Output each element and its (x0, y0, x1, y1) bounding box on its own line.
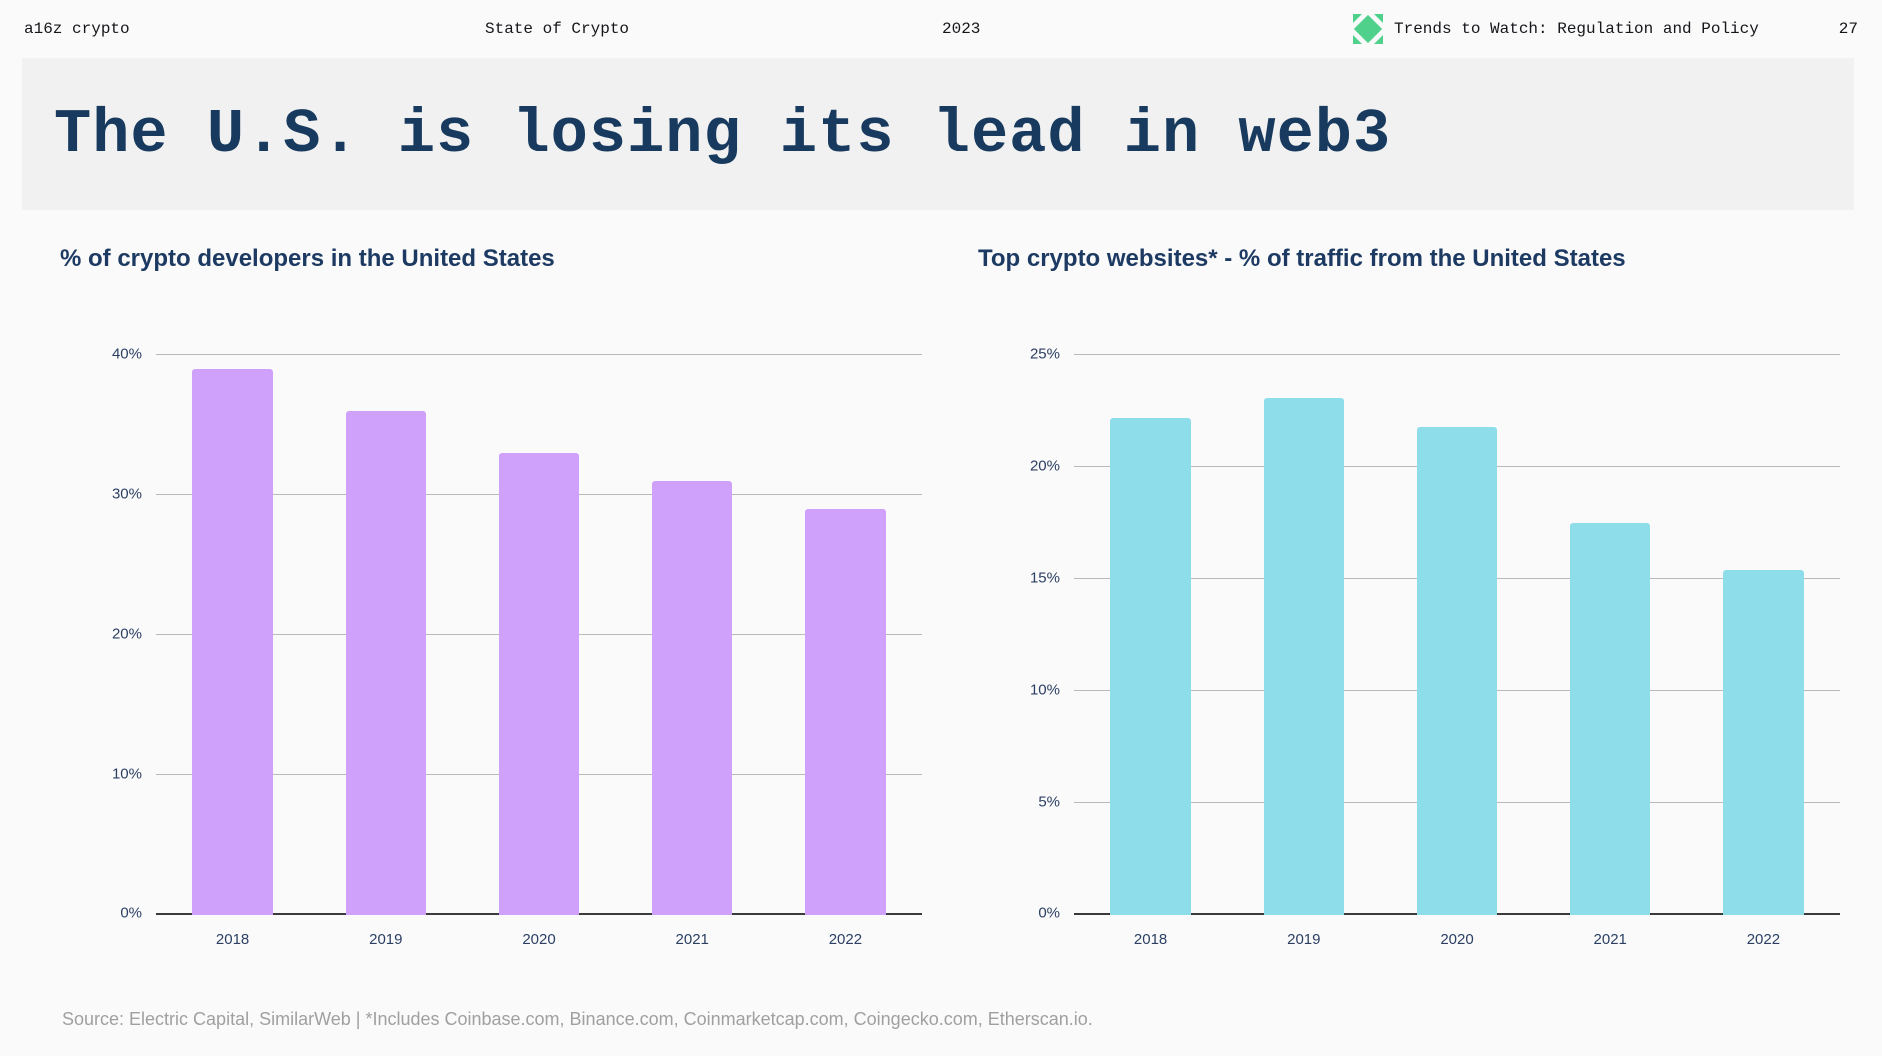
bar[interactable] (192, 369, 273, 915)
x-axis-tick-label: 2018 (215, 931, 250, 948)
bar-chart-website-traffic: 0% 5% 10% 15% 20% 25% 2018 2019 2020 2021 2022 (978, 346, 1840, 960)
slide-title: The U.S. is losing its lead in web3 (54, 98, 1392, 170)
bar[interactable] (1416, 426, 1498, 915)
y-axis-tick-label: 0% (120, 904, 142, 922)
header-year: 2023 (942, 20, 981, 38)
y-axis-tick-label: 15% (1029, 569, 1060, 587)
header-brand: a16z crypto (24, 20, 130, 38)
y-axis-tick-label: 5% (1038, 793, 1060, 811)
chart-title-left: % of crypto developers in the United Sta… (60, 245, 555, 272)
y-axis-tick-label: 40% (111, 345, 142, 363)
title-banner: The U.S. is losing its lead in web3 (22, 58, 1854, 210)
bar[interactable] (652, 481, 733, 915)
bar-slot (309, 355, 462, 915)
bar-slot (1380, 355, 1533, 915)
x-axis-tick-label: 2022 (1746, 931, 1781, 948)
header-section-label: Trends to Watch: Regulation and Policy (1394, 20, 1759, 38)
x-axis-tick-label: 2020 (1440, 931, 1474, 948)
bar-slot (1534, 355, 1687, 915)
x-axis-labels-left: 2018 2019 2020 2021 2022 (156, 915, 922, 960)
bar[interactable] (345, 411, 427, 915)
gridline: 40% (112, 346, 922, 363)
chart-panel-right: Top crypto websites* - % of traffic from… (940, 210, 1858, 990)
source-footnote: Source: Electric Capital, SimilarWeb | *… (62, 1009, 1093, 1029)
bar-group-left (156, 355, 922, 915)
bar[interactable] (805, 509, 886, 915)
x-axis-tick-label: 2021 (675, 931, 709, 948)
y-axis-tick-label: 25% (1029, 345, 1060, 363)
y-axis-tick-label: 10% (111, 765, 142, 783)
x-axis-tick-label: 2021 (1593, 931, 1627, 948)
plot-area-left: 0% 10% 20% 30% 40% (112, 346, 922, 922)
bar[interactable] (1570, 523, 1651, 915)
chart-panel-left: % of crypto developers in the United Sta… (22, 210, 940, 990)
x-axis-tick-label: 2019 (1287, 931, 1321, 948)
x-axis-tick-label: 2020 (522, 931, 556, 948)
header-page-number: 27 (1838, 20, 1858, 38)
bar-slot (462, 355, 615, 915)
bar[interactable] (1723, 570, 1804, 915)
bar-slot (1074, 355, 1227, 915)
plot-area-right: 0% 5% 10% 15% 20% 25% (1030, 346, 1840, 922)
bar-chart-developers: 0% 10% 20% 30% 40% 2018 2019 2020 2021 2022 (60, 346, 922, 960)
x-axis-tick-label: 2018 (1133, 931, 1168, 948)
bar-slot (1227, 355, 1380, 915)
bar[interactable] (1110, 417, 1191, 915)
x-axis-tick-label: 2022 (828, 931, 863, 948)
chart-title-right: Top crypto websites* - % of traffic from… (978, 245, 1626, 272)
gridline: 25% (1030, 346, 1840, 363)
header-section-group: Trends to Watch: Regulation and Policy (1352, 13, 1759, 45)
y-axis-tick-label: 20% (1029, 457, 1060, 475)
bar-group-right (1074, 355, 1840, 915)
x-axis-labels-right: 2018 2019 2020 2021 2022 (1074, 915, 1840, 960)
a16z-diamond-logo-icon (1352, 13, 1384, 45)
bar[interactable] (1263, 397, 1345, 915)
y-axis-tick-label: 0% (1038, 904, 1060, 922)
header-deck-title: State of Crypto (485, 20, 630, 38)
y-axis-tick-label: 20% (111, 625, 142, 643)
bar-slot (1687, 355, 1840, 915)
slide-header: a16z crypto State of Crypto 2023 Trends … (0, 0, 1882, 58)
bar-slot (616, 355, 769, 915)
y-axis-tick-label: 30% (111, 485, 142, 503)
bar-slot (769, 355, 922, 915)
bar[interactable] (498, 453, 580, 915)
x-axis-tick-label: 2019 (369, 931, 403, 948)
bar-slot (156, 355, 309, 915)
y-axis-tick-label: 10% (1029, 681, 1060, 699)
